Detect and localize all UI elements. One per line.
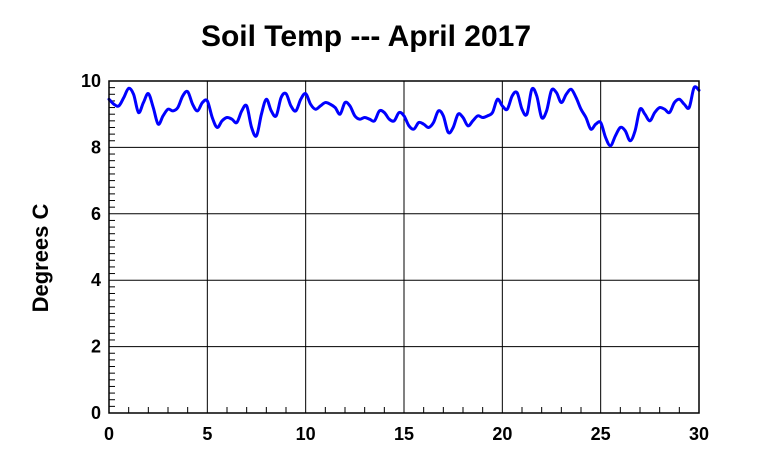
x-tick-labels: 0 5 10 15 20 25 30 xyxy=(104,424,709,444)
y-tick-label: 4 xyxy=(91,270,101,290)
x-tick-label: 5 xyxy=(202,424,212,444)
soil-temp-series-line xyxy=(107,85,701,148)
grid xyxy=(109,81,699,413)
chart-title: Soil Temp --- April 2017 xyxy=(201,20,531,53)
x-tick-label: 25 xyxy=(591,424,611,444)
x-tick-label: 15 xyxy=(394,424,414,444)
y-tick-label: 6 xyxy=(91,204,101,224)
x-tick-label: 20 xyxy=(492,424,512,444)
y-tick-label: 10 xyxy=(81,71,101,91)
y-tick-label: 0 xyxy=(91,403,101,423)
x-tick-label: 0 xyxy=(104,424,114,444)
minor-ticks xyxy=(109,87,680,413)
y-tick-label: 8 xyxy=(91,137,101,157)
y-tick-label: 2 xyxy=(91,337,101,357)
x-tick-label: 10 xyxy=(296,424,316,444)
plot-frame xyxy=(108,80,700,414)
y-tick-labels: 0 2 4 6 8 10 xyxy=(81,71,101,423)
x-tick-label: 30 xyxy=(689,424,709,444)
y-axis-label: Degrees C xyxy=(28,203,53,312)
